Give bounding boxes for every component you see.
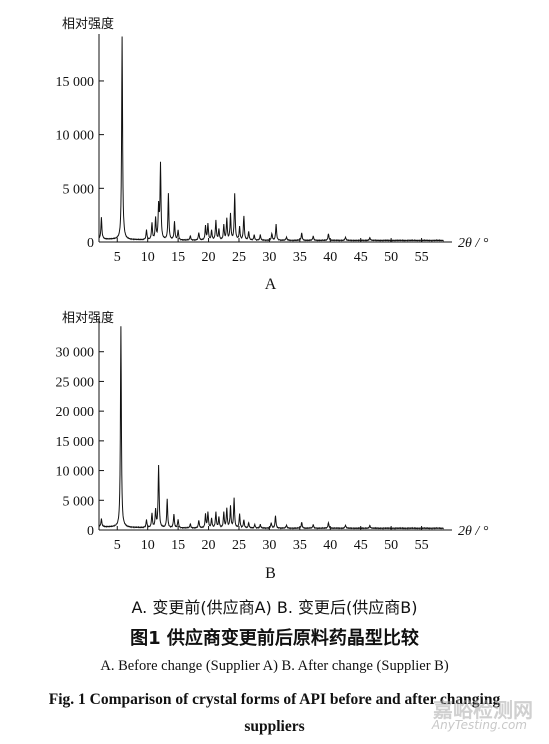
- figure-title-en: Fig. 1 Comparison of crystal forms of AP…: [48, 691, 501, 735]
- x-tick-label: 45: [354, 250, 368, 265]
- x-tick-label: 55: [415, 538, 429, 553]
- diffraction-series-line: [98, 326, 444, 530]
- chart-panel-b: 0 5 000 10 000 15 000 20 000 25 000 30 000 5 10 1…: [56, 310, 489, 582]
- panel-label: B: [265, 565, 276, 582]
- x-tick-label: 10: [141, 538, 155, 553]
- y-tick-label: 5 000: [63, 494, 95, 509]
- x-tick-label: 30: [262, 538, 276, 553]
- watermark-cn: 嘉峪检测网: [433, 698, 533, 722]
- y-tick-label: 0: [87, 524, 94, 539]
- x-tick-label: 20: [202, 538, 216, 553]
- y-axis-label: 相对强度: [62, 310, 114, 326]
- x-tick-label: 35: [293, 250, 307, 265]
- x-tick-label: 40: [323, 538, 337, 553]
- x-tick-label: 35: [293, 538, 307, 553]
- x-tick-label: 55: [415, 250, 429, 265]
- x-axis-label: 2θ / °: [458, 236, 489, 251]
- y-tick-label: 0: [87, 236, 94, 251]
- x-tick-label: 40: [323, 250, 337, 265]
- x-tick-label: 50: [384, 538, 398, 553]
- x-tick-label: 15: [171, 250, 185, 265]
- figure-title-cn: 图1 供应商变更前后原料药晶型比较: [130, 628, 419, 649]
- x-tick-label: 30: [262, 250, 276, 265]
- panel-label: A: [265, 276, 277, 293]
- x-tick-label: 50: [384, 250, 398, 265]
- x-tick-label: 20: [202, 250, 216, 265]
- y-tick-label: 5 000: [63, 182, 95, 197]
- x-tick-label: 15: [171, 538, 185, 553]
- x-tick-label: 25: [232, 250, 246, 265]
- y-tick-label: 30 000: [56, 346, 95, 361]
- x-tick-label: 5: [114, 538, 121, 553]
- y-tick-label: 20 000: [56, 405, 95, 420]
- y-tick-label: 15 000: [56, 75, 95, 90]
- x-axis-label: 2θ / °: [458, 524, 489, 539]
- x-tick-label: 45: [354, 538, 368, 553]
- y-tick-label: 10 000: [56, 129, 95, 144]
- x-tick-label: 25: [232, 538, 246, 553]
- x-tick-label: 5: [114, 250, 121, 265]
- y-axis-label: 相对强度: [62, 16, 114, 32]
- x-tick-label: 10: [141, 250, 155, 265]
- diffraction-series-line: [98, 36, 444, 242]
- panel-caption-en: A. Before change (Supplier A) B. After c…: [100, 658, 449, 674]
- y-tick-label: 10 000: [56, 465, 95, 480]
- y-tick-label: 15 000: [56, 435, 95, 450]
- panel-caption-cn: A. 变更前(供应商A) B. 变更后(供应商B): [131, 598, 418, 617]
- y-tick-label: 25 000: [56, 375, 95, 390]
- chart-panel-a: 0 5 000 10 000 15 000 5 10 15 20 25 30 35 40 45 50 55 相…: [56, 16, 489, 293]
- watermark-en: AnyTesting.com: [431, 718, 527, 732]
